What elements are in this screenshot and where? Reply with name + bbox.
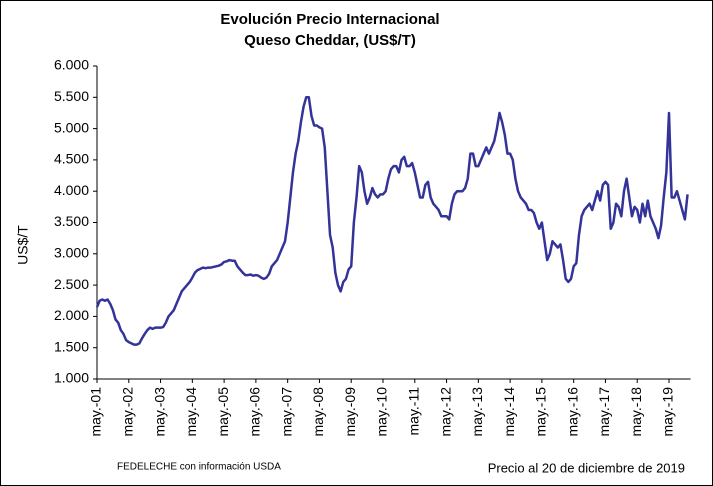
x-tick-label: may.-15 [533, 387, 549, 437]
y-tick-label: 3.000 [54, 245, 89, 261]
y-tick-label: 6.000 [54, 57, 89, 73]
x-tick-label: may.-19 [660, 387, 676, 437]
x-tick-label: may.-05 [215, 387, 231, 437]
x-tick-label: may.-13 [469, 387, 485, 437]
x-tick-label: may.-18 [628, 387, 644, 437]
y-tick-label: 1.500 [54, 338, 89, 354]
y-tick-label: 1.000 [54, 370, 89, 386]
x-tick-label: may.-17 [596, 387, 612, 437]
y-tick-label: 5.000 [54, 119, 89, 135]
x-tick-label: may.-03 [151, 387, 167, 437]
x-tick-label: may.-08 [310, 387, 326, 437]
x-tick-label: may.-11 [405, 387, 421, 436]
x-tick-label: may.-10 [374, 387, 390, 437]
y-tick-label: 2.000 [54, 307, 89, 323]
x-tick-label: may.-07 [278, 387, 294, 437]
x-tick-label: may.-14 [501, 387, 517, 437]
x-tick-label: may.-02 [119, 387, 135, 437]
y-tick-label: 3.500 [54, 213, 89, 229]
x-tick-label: may.-12 [437, 387, 453, 437]
x-tick-label: may.-01 [88, 387, 104, 437]
date-note: Precio al 20 de diciembre de 2019 [488, 460, 685, 475]
chart-title: Queso Cheddar, (US$/T) [244, 32, 416, 49]
x-tick-label: may.-04 [183, 387, 199, 437]
source-note: FEDELECHE con información USDA [117, 462, 281, 473]
chart-title: Evolución Precio Internacional [220, 11, 439, 28]
x-tick-label: may.-16 [564, 387, 580, 437]
x-tick-label: may.-06 [247, 387, 263, 437]
price-line [95, 96, 689, 346]
y-tick-label: 5.500 [54, 88, 89, 104]
y-axis-label: US$/T [15, 225, 31, 265]
y-tick-label: 2.500 [54, 276, 89, 292]
x-tick-label: may.-09 [342, 387, 358, 437]
y-tick-label: 4.000 [54, 182, 89, 198]
y-tick-label: 4.500 [54, 151, 89, 167]
